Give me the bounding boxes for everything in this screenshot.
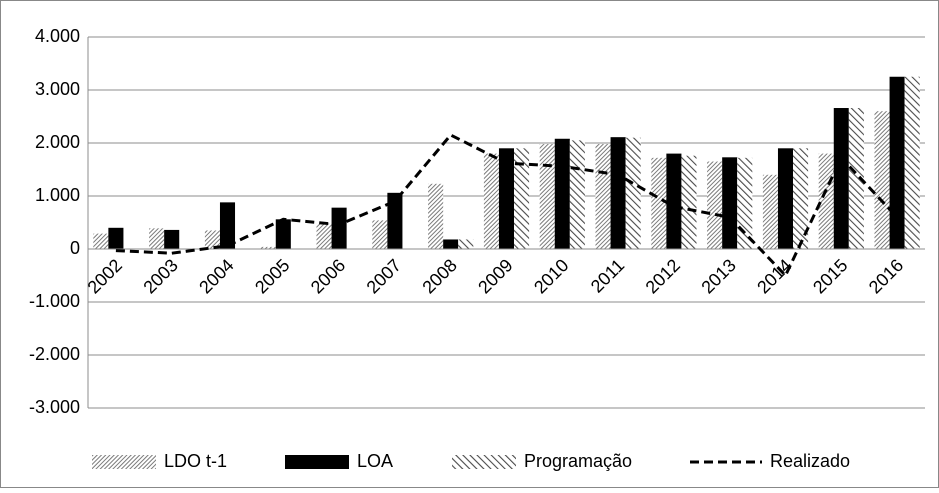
bar — [275, 219, 291, 249]
bar — [428, 183, 444, 249]
legend-swatch — [452, 455, 516, 469]
bar — [331, 207, 347, 249]
bar — [793, 148, 809, 249]
bar — [722, 157, 738, 249]
bar — [651, 157, 667, 249]
bar — [610, 137, 626, 249]
y-tick-label: -2.000 — [29, 344, 80, 364]
bar — [443, 239, 459, 249]
bar — [316, 223, 332, 249]
bar — [707, 161, 723, 249]
bar — [387, 192, 403, 249]
legend-swatch — [285, 455, 349, 469]
bar — [737, 157, 753, 249]
bar — [569, 140, 585, 249]
bar — [498, 148, 515, 249]
bar — [164, 229, 180, 249]
bar — [681, 155, 697, 249]
y-tick-label: 3.000 — [35, 79, 80, 99]
bar — [108, 227, 124, 249]
bar — [219, 202, 236, 249]
y-tick-label: -3.000 — [29, 397, 80, 417]
bar — [848, 108, 864, 250]
legend-label: Programação — [524, 451, 632, 471]
bar — [818, 153, 834, 249]
bar — [595, 144, 611, 249]
bar — [483, 153, 499, 249]
y-tick-label: 4.000 — [35, 26, 80, 46]
legend-label: LOA — [357, 451, 393, 471]
bar — [762, 174, 778, 249]
bar — [777, 148, 794, 249]
bar — [833, 108, 849, 250]
legend-label: Realizado — [770, 451, 850, 471]
bar — [904, 76, 920, 249]
legend-label: LDO t-1 — [164, 451, 227, 471]
y-tick-label: -1.000 — [29, 291, 80, 311]
bar — [93, 233, 109, 249]
legend-swatch — [92, 455, 156, 469]
bar — [204, 230, 220, 249]
y-tick-label: 2.000 — [35, 132, 80, 152]
y-tick-label: 1.000 — [35, 185, 80, 205]
bar — [554, 138, 570, 249]
bar — [889, 76, 905, 249]
bar — [260, 246, 276, 249]
bar — [625, 137, 641, 249]
bar — [458, 239, 474, 249]
bar — [372, 220, 388, 249]
bar — [666, 153, 682, 249]
bar — [149, 228, 165, 249]
bar — [514, 148, 530, 249]
bar — [539, 144, 555, 249]
y-tick-label: 0 — [70, 238, 80, 258]
bar — [874, 111, 890, 249]
line-series — [115, 133, 899, 279]
